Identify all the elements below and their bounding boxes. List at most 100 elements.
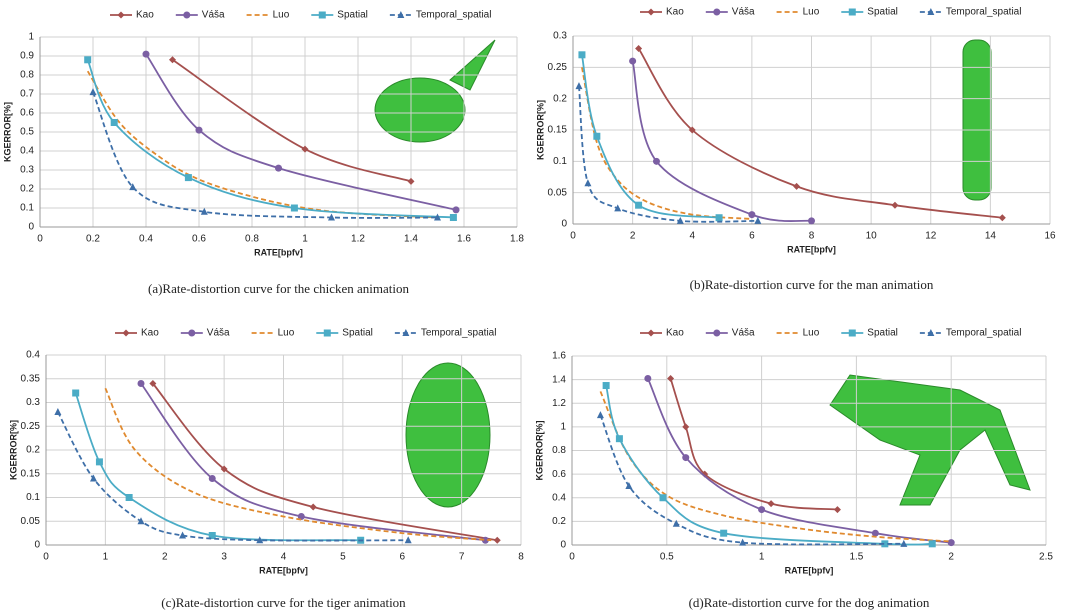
legend-marker (188, 330, 195, 337)
y-tick-label: 0.8 (552, 445, 566, 456)
x-tick-label: 1.5 (849, 552, 863, 563)
y-tick-label: 0.1 (26, 492, 40, 503)
legend-marker (183, 12, 190, 19)
y-tick-label: 0 (34, 540, 40, 551)
y-tick-label: 0.3 (553, 31, 567, 42)
legend-label: Spatial (867, 328, 898, 339)
caption: (a)Rate-distortion curve for the chicken… (148, 281, 409, 296)
marker (453, 206, 460, 213)
legend-label: Váša (207, 328, 230, 339)
marker (716, 214, 723, 221)
y-tick-label: 0.4 (552, 492, 566, 503)
y-tick-label: 1.2 (552, 398, 566, 409)
marker (834, 506, 841, 513)
x-tick-label: 0 (37, 234, 43, 245)
marker (494, 537, 501, 544)
y-tick-label: 0.35 (21, 373, 41, 384)
marker (408, 178, 415, 185)
marker (597, 411, 604, 418)
legend-label: Luo (803, 7, 820, 18)
marker (84, 56, 91, 63)
legend-label: Kao (666, 7, 684, 18)
marker (667, 375, 674, 382)
marker (584, 179, 591, 186)
y-tick-label: 1 (28, 32, 34, 43)
x-tick-label: 7 (459, 552, 465, 563)
y-axis-label: KGERROR[%] (535, 100, 545, 160)
x-tick-label: 0.8 (245, 234, 259, 245)
y-tick-label: 0.5 (20, 127, 34, 138)
x-tick-label: 1 (103, 552, 109, 563)
x-tick-label: 3 (221, 552, 227, 563)
x-tick-label: 14 (985, 231, 997, 242)
marker (72, 390, 79, 397)
x-tick-label: 0.4 (139, 234, 153, 245)
x-tick-label: 0.5 (660, 552, 674, 563)
y-tick-label: 0.4 (26, 350, 40, 361)
legend-label: Váša (732, 328, 755, 339)
marker (629, 58, 636, 65)
marker (450, 214, 457, 221)
y-tick-label: 0.8 (20, 70, 34, 81)
x-tick-label: 1.2 (351, 234, 365, 245)
marker (616, 435, 623, 442)
x-tick-label: 10 (866, 231, 878, 242)
y-tick-label: 0.6 (552, 469, 566, 480)
x-tick-label: 5 (340, 552, 346, 563)
y-tick-label: 0.1 (553, 156, 567, 167)
marker (793, 183, 800, 190)
marker (999, 214, 1006, 221)
chicken-tail (450, 40, 495, 90)
x-tick-label: 0 (569, 552, 575, 563)
legend-label: Temporal_spatial (416, 10, 492, 21)
marker (578, 51, 585, 58)
legend-label: Temporal_spatial (946, 7, 1022, 18)
caption: (c)Rate-distortion curve for the tiger a… (161, 595, 406, 610)
y-tick-label: 0.7 (20, 89, 34, 100)
page: 00.10.20.30.40.50.60.70.80.9100.20.40.60… (0, 0, 1067, 615)
legend-marker (123, 330, 130, 337)
x-tick-label: 16 (1044, 231, 1056, 242)
x-axis-label: RATE[bpfv] (259, 565, 308, 575)
x-tick-label: 2 (630, 231, 636, 242)
y-tick-label: 0.2 (552, 516, 566, 527)
marker (808, 217, 815, 224)
y-tick-label: 0 (560, 540, 566, 551)
legend-label: Kao (666, 328, 684, 339)
x-axis-label: RATE[bpfv] (254, 247, 303, 257)
x-tick-label: 0 (43, 552, 49, 563)
y-tick-label: 0.05 (21, 516, 41, 527)
marker (138, 380, 145, 387)
y-tick-label: 1.4 (552, 374, 566, 385)
y-tick-label: 0.2 (26, 445, 40, 456)
x-tick-label: 1 (759, 552, 765, 563)
marker (126, 494, 133, 501)
legend-label: Váša (732, 7, 755, 18)
caption: (b)Rate-distortion curve for the man ani… (690, 277, 934, 292)
x-tick-label: 2 (948, 552, 954, 563)
marker (682, 423, 689, 430)
legend-marker (324, 330, 331, 337)
marker (90, 475, 97, 482)
y-tick-label: 0.9 (20, 51, 34, 62)
x-axis-label: RATE[bpfv] (785, 565, 834, 575)
marker (758, 506, 765, 513)
figure: 00.10.20.30.40.50.60.70.80.9100.20.40.60… (0, 0, 1067, 615)
series-line (76, 393, 361, 540)
marker (653, 158, 660, 165)
x-tick-label: 1 (302, 234, 308, 245)
y-tick-label: 0.2 (553, 93, 567, 104)
x-tick-label: 2.5 (1039, 552, 1053, 563)
legend-marker (648, 330, 655, 337)
dog-model (830, 375, 1030, 505)
x-tick-label: 4 (689, 231, 695, 242)
legend-marker (713, 330, 720, 337)
legend-marker (648, 9, 655, 16)
marker (54, 408, 61, 415)
x-tick-label: 1.8 (510, 234, 524, 245)
marker (900, 540, 907, 547)
x-tick-label: 0 (570, 231, 576, 242)
marker (111, 119, 118, 126)
y-axis-label: KGERROR[%] (2, 102, 12, 162)
model-decorations (375, 40, 1030, 507)
